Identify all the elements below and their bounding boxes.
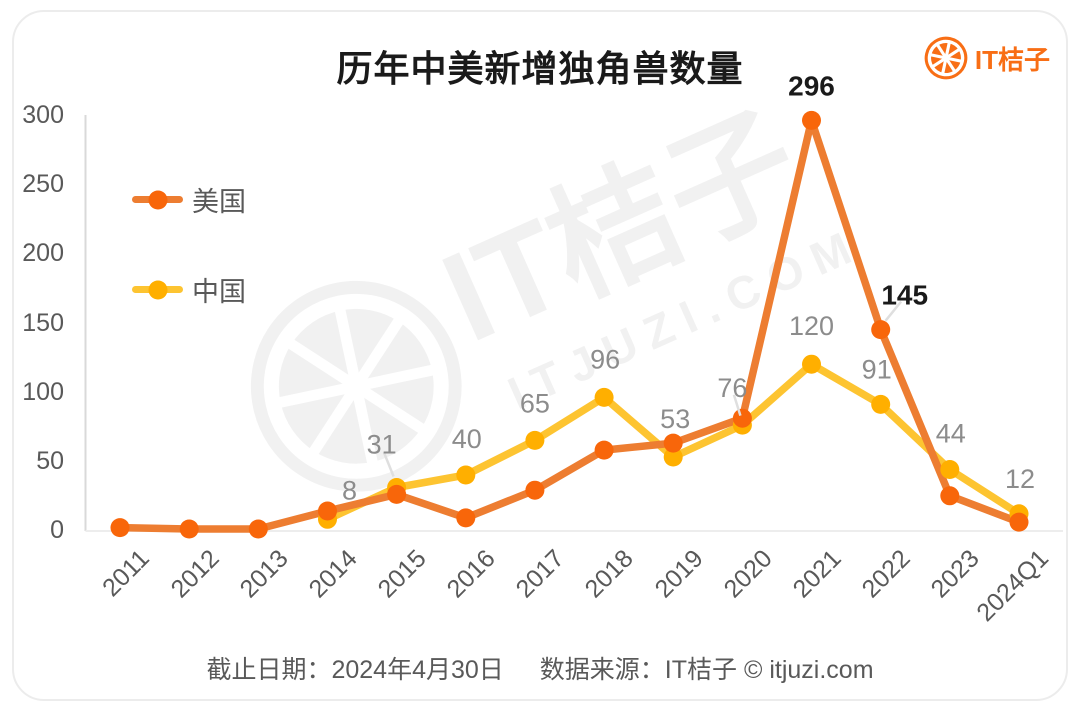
y-tick-label: 100 [22, 377, 64, 406]
data-point-us [732, 408, 752, 428]
value-label: 96 [590, 344, 620, 374]
orange-slice-icon [924, 36, 968, 80]
value-label: 65 [520, 388, 550, 418]
value-label: 31 [367, 430, 397, 460]
legend-dot-us [148, 190, 167, 209]
value-label: 76 [717, 373, 747, 403]
data-point-us [802, 110, 821, 130]
label-leader-line [884, 300, 903, 322]
footer-source: 数据来源：IT桔子 © itjuzi.com [539, 656, 874, 684]
y-tick-label: 200 [22, 239, 64, 268]
value-label: 120 [789, 311, 834, 341]
data-point-cn [456, 465, 476, 485]
brand-logo: IT桔子 [924, 36, 1050, 80]
data-point-us [248, 519, 268, 539]
chart-title: 历年中美新增独角兽数量 [336, 48, 744, 89]
data-point-cn [525, 430, 545, 450]
y-tick-label: 0 [50, 516, 64, 545]
data-point-us [594, 440, 614, 460]
legend-dot-cn [148, 280, 167, 299]
value-label: 91 [862, 354, 892, 384]
data-point-us [318, 501, 337, 521]
data-point-cn [871, 394, 891, 414]
y-tick-label: 250 [22, 170, 64, 199]
value-label: 145 [881, 280, 928, 311]
value-label: 40 [452, 424, 482, 454]
value-label: 44 [936, 419, 966, 449]
value-label: 8 [342, 475, 357, 505]
footer-date: 截止日期：2024年4月30日 [206, 656, 504, 684]
data-point-us [179, 519, 199, 539]
card-border [12, 10, 1068, 701]
legend-marker-us [132, 190, 183, 209]
legend-label-cn: 中国 [192, 277, 246, 307]
data-point-cn [940, 460, 960, 479]
series-line-us [116, 116, 1023, 533]
y-tick-label: 50 [36, 447, 64, 476]
legend-marker-cn [132, 280, 183, 299]
data-point-us [525, 480, 545, 500]
legend-item-us: 美国 [132, 186, 246, 217]
legend: 美国 中国 [132, 186, 246, 307]
data-point-us [1009, 512, 1029, 532]
data-point-cn [802, 354, 821, 374]
data-point-cn [594, 387, 614, 407]
data-point-us [871, 320, 891, 340]
label-leader-line [732, 394, 742, 416]
brand-logo-text: IT桔子 [974, 44, 1050, 75]
value-label: 296 [788, 70, 835, 101]
data-point-us [387, 484, 407, 504]
value-label: 53 [660, 404, 690, 434]
y-tick-label: 150 [22, 308, 64, 337]
data-point-cn [663, 447, 683, 467]
legend-label-us: 美国 [192, 187, 246, 217]
data-point-us [456, 508, 476, 528]
data-point-us [110, 518, 130, 538]
footer: 截止日期：2024年4月30日 数据来源：IT桔子 © itjuzi.com [0, 650, 1080, 686]
legend-item-cn: 中国 [132, 276, 246, 307]
value-label: 12 [1005, 464, 1035, 494]
data-point-us [663, 433, 683, 453]
data-point-us [940, 486, 960, 506]
y-tick-label: 300 [22, 100, 64, 129]
